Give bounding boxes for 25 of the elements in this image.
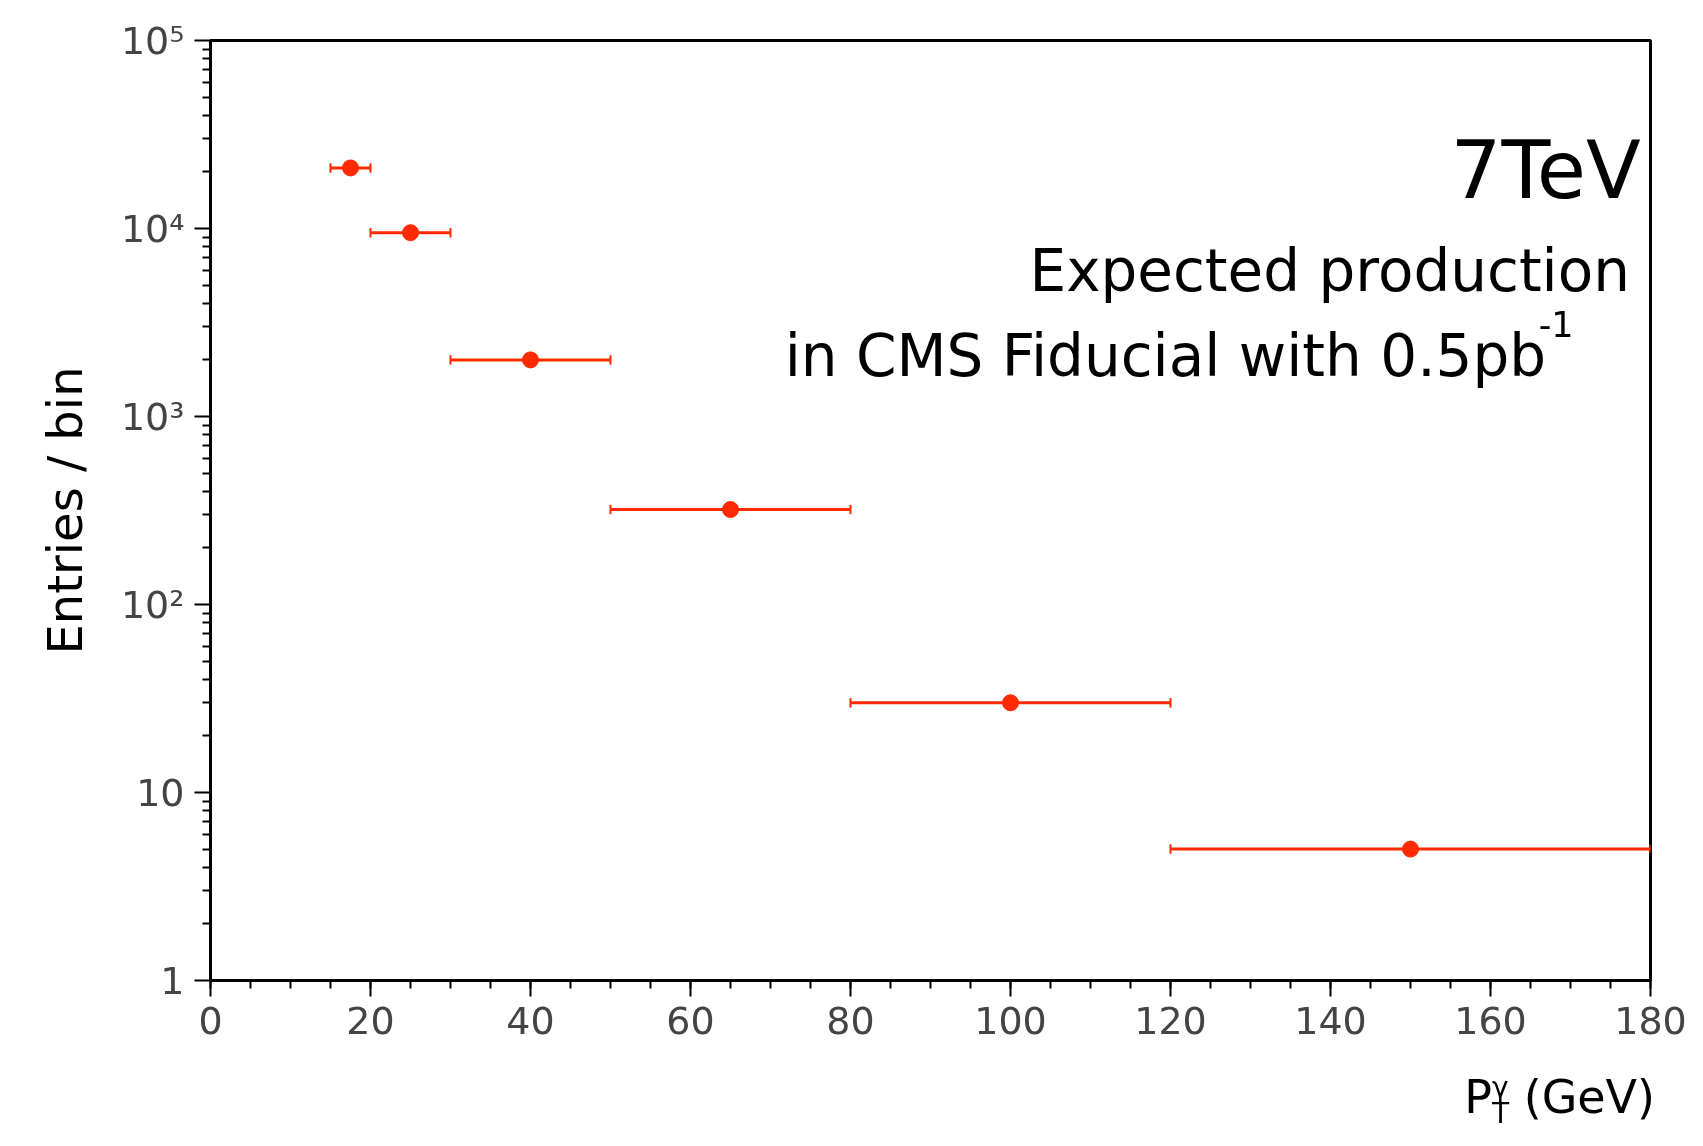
point [722,501,739,519]
x-tick-label: 0 [198,998,223,1043]
x-tick-label: 140 [1294,998,1367,1043]
x-tick-label: 180 [1614,998,1687,1043]
x-tick-label: 60 [666,998,715,1043]
y-tick-label: 10 [136,770,185,815]
text: 7TeV [1450,124,1641,217]
x-tick-label: 120 [1134,998,1207,1043]
y-tick-label: 10³ [120,394,185,439]
point [402,224,419,242]
x-tick-label: 80 [826,998,875,1043]
y-tick-label: 1 [160,958,185,1003]
x-tick-label: 20 [346,998,395,1043]
point [522,351,539,369]
point [1402,840,1419,858]
x-tick-label: 160 [1454,998,1527,1043]
x-tick-label: 40 [506,998,555,1043]
annotation: Expected production [1029,236,1630,305]
y-axis-title: Entries / bin [36,366,93,655]
y-tick-label: 10² [120,582,185,627]
y-tick-label: 10⁵ [120,18,185,63]
point [342,159,359,177]
point [1002,694,1019,712]
y-tick-label: 10⁴ [120,206,185,251]
x-tick-label: 100 [974,998,1047,1043]
